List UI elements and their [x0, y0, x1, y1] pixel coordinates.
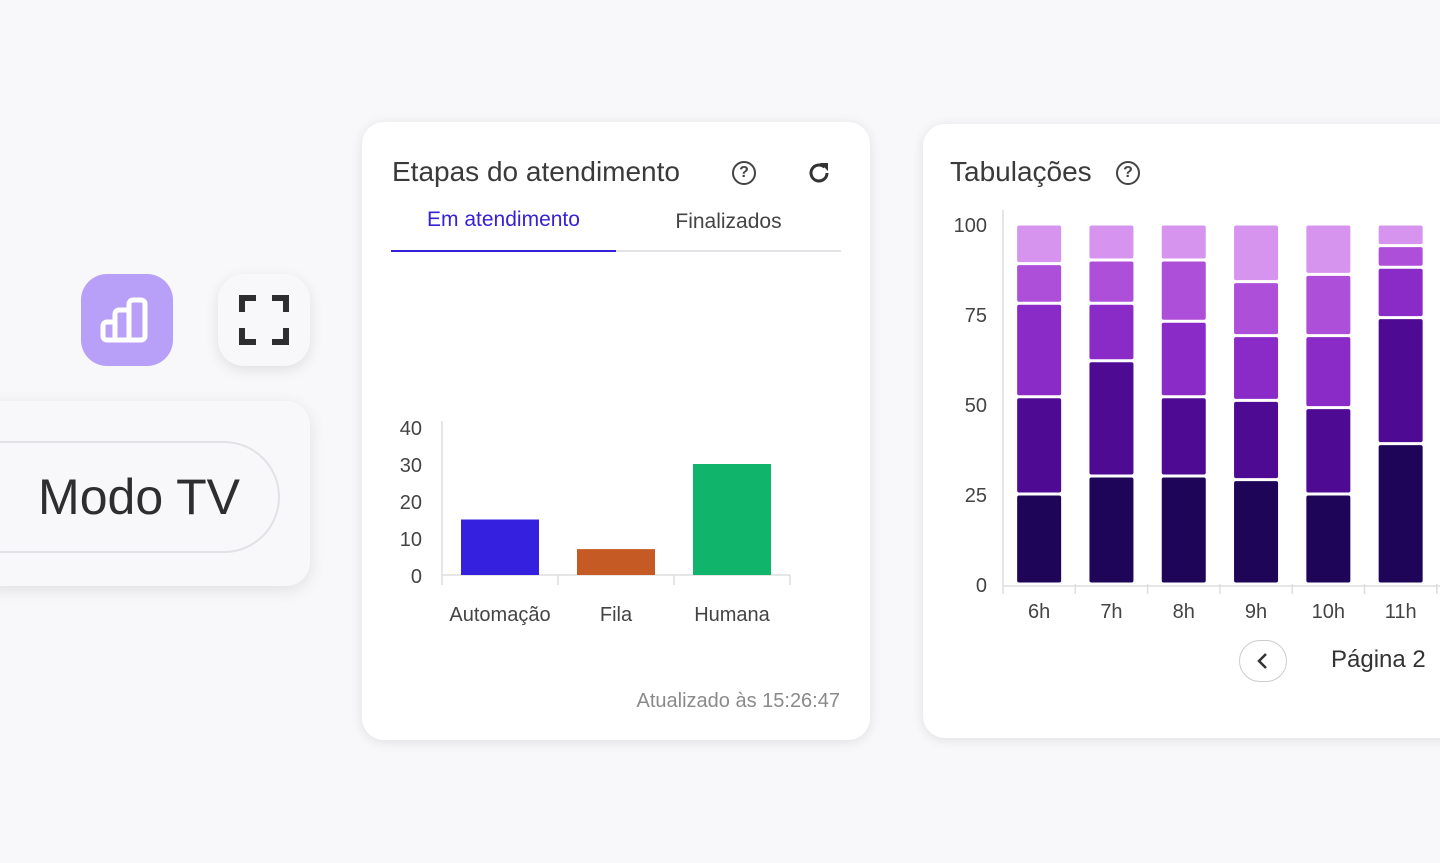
bar-fila: [577, 549, 655, 575]
bar-automação: [461, 519, 539, 575]
x-tick-label: 9h: [1245, 601, 1267, 623]
dashboard-chart-button[interactable]: [81, 274, 173, 366]
y-tick-label: 50: [965, 395, 987, 417]
help-glyph: ?: [739, 164, 749, 181]
updated-timestamp: Atualizado às 15:26:47: [636, 690, 841, 712]
stack-segment-s2: [1378, 319, 1423, 443]
stack-segment-s4: [1306, 275, 1351, 335]
tab-label: Finalizados: [675, 210, 782, 233]
stack-segment-s1: [1161, 477, 1206, 583]
tab-label: Em atendimento: [427, 208, 580, 231]
stack-segment-s3: [1161, 322, 1206, 396]
service-stages-card: Etapas do atendimento ? Em atendimento F…: [362, 122, 870, 740]
page-indicator: Página 2: [1331, 646, 1426, 673]
stack-segment-s2: [1234, 401, 1279, 479]
stack-segment-s3: [1306, 337, 1351, 407]
help-icon[interactable]: ?: [1116, 161, 1140, 185]
refresh-icon[interactable]: [806, 160, 832, 186]
stack-segment-s1: [1234, 481, 1279, 583]
y-tick-label: 10: [400, 529, 422, 551]
stack-segment-s4: [1089, 261, 1134, 302]
x-tick-label: 8h: [1173, 601, 1195, 623]
tv-mode-label: Modo TV: [38, 469, 240, 525]
stack-segment-s2: [1161, 398, 1206, 475]
bar-chart-icon: [100, 297, 148, 343]
fullscreen-button[interactable]: [218, 274, 310, 366]
x-tick-label: 10h: [1312, 601, 1345, 623]
tab-in-service[interactable]: Em atendimento: [391, 208, 616, 252]
stack-segment-s1: [1378, 445, 1423, 583]
stack-segment-s5: [1089, 225, 1134, 259]
stack-segment-s3: [1378, 268, 1423, 317]
tab-finished[interactable]: Finalizados: [616, 208, 841, 252]
x-tick-label: Automação: [449, 604, 550, 626]
tabulations-card: Tabulações ? 0 25 50 75 100 6h 7h 8h 9h 10h 11h Pá…: [923, 124, 1440, 738]
help-glyph: ?: [1123, 164, 1133, 181]
stages-bar-chart: 0 10 20 30 40 Automação Fila Humana: [400, 418, 791, 626]
stack-segment-s3: [1017, 304, 1062, 396]
stack-segment-s3: [1234, 337, 1279, 399]
card-title: Tabulações: [950, 156, 1092, 187]
card-title: Etapas do atendimento: [392, 156, 680, 187]
stack-segment-s5: [1306, 225, 1351, 273]
stack-segment-s2: [1089, 362, 1134, 475]
stack-segment-s1: [1089, 477, 1134, 583]
chevron-left-icon: [1257, 653, 1267, 669]
previous-page-button[interactable]: [1239, 640, 1287, 682]
stack-segment-s2: [1306, 409, 1351, 493]
x-tick-label: 11h: [1385, 601, 1417, 623]
stack-segment-s2: [1017, 398, 1062, 493]
help-icon[interactable]: ?: [732, 161, 756, 185]
stack-segment-s3: [1089, 304, 1134, 360]
stack-segment-s5: [1234, 225, 1279, 281]
stack-segment-s5: [1378, 225, 1423, 245]
bar-humana: [693, 464, 771, 575]
fullscreen-icon: [239, 295, 289, 345]
x-tick-label: 6h: [1028, 601, 1050, 623]
y-tick-label: 100: [954, 215, 987, 237]
y-tick-label: 40: [400, 418, 422, 440]
stack-segment-s4: [1017, 265, 1062, 302]
stack-segment-s1: [1017, 495, 1062, 583]
stack-segment-s4: [1378, 247, 1423, 266]
stack-segment-s4: [1161, 261, 1206, 320]
x-tick-label: Humana: [694, 604, 770, 626]
tv-mode-button[interactable]: Modo TV: [0, 441, 280, 553]
y-tick-label: 20: [400, 492, 422, 514]
stack-segment-s5: [1161, 225, 1206, 259]
stack-segment-s5: [1017, 225, 1062, 263]
stack-segment-s4: [1234, 283, 1279, 335]
y-tick-label: 75: [965, 305, 987, 327]
y-tick-label: 0: [976, 575, 987, 597]
stack-segment-s1: [1306, 495, 1351, 583]
x-tick-label: Fila: [600, 604, 633, 626]
y-tick-label: 0: [411, 566, 422, 588]
y-tick-label: 30: [400, 455, 422, 477]
tabulations-stacked-chart: 0 25 50 75 100 6h 7h 8h 9h 10h 11h: [954, 210, 1440, 623]
y-tick-label: 25: [965, 485, 987, 507]
x-tick-label: 7h: [1100, 601, 1122, 623]
